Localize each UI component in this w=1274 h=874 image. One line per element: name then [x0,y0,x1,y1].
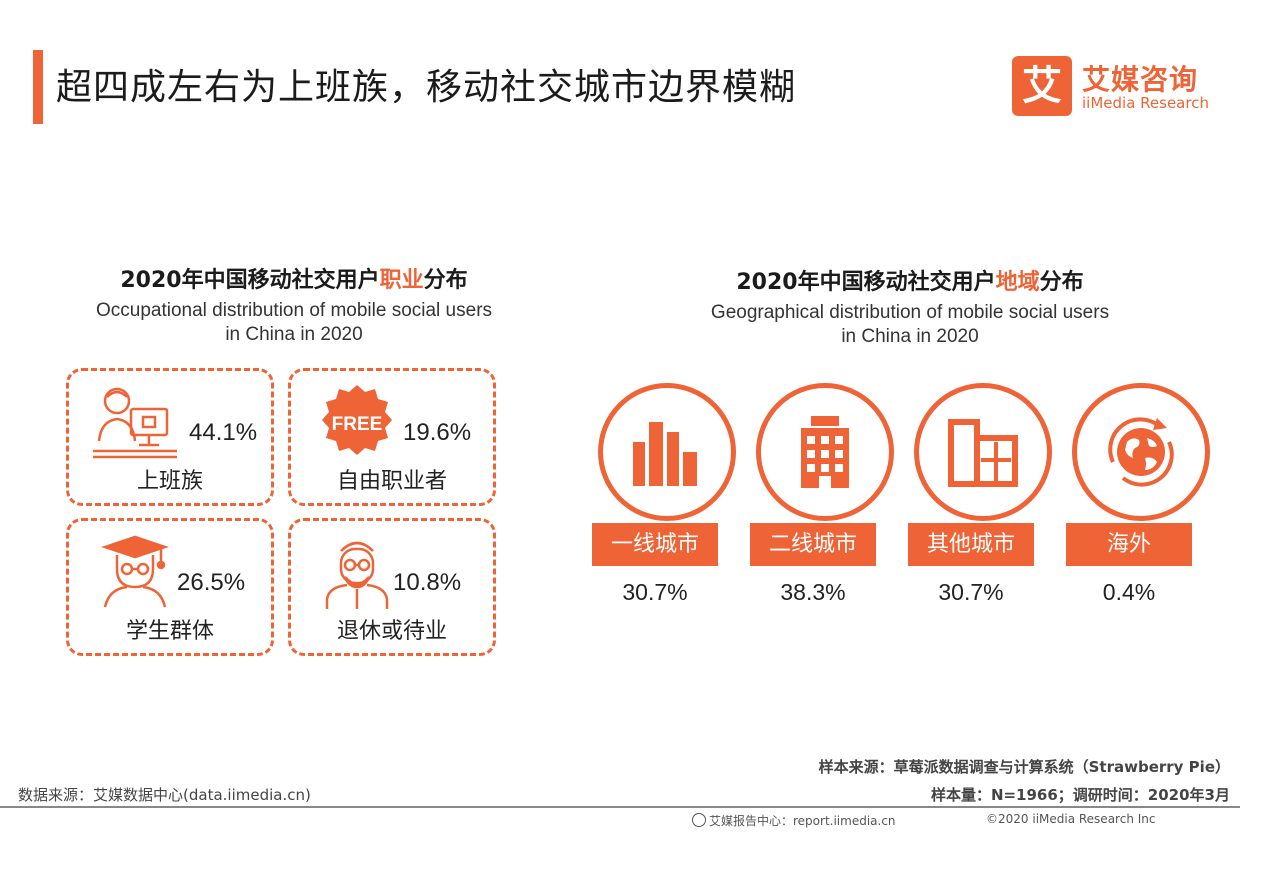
occupation-label: 自由职业者 [336,469,447,494]
geo-tag: 海外 [1066,523,1192,566]
free-badge-text: FREE [332,414,383,435]
occupation-label: 退休或待业 [336,619,447,644]
geo-value: 38.3% [780,579,846,605]
report-center-text: 艾媒报告中心：report.iimedia.cn [709,814,896,828]
logo-chinese-name: 艾媒咨询 [1082,63,1199,96]
geography-subtitle-line1: Geographical distribution of mobile soci… [710,302,1110,323]
logo-english-name: iiMedia Research [1082,94,1209,112]
elderly-person-icon [325,541,389,609]
geography-subtitle-line2: in China in 2020 [841,326,979,347]
geo-icon-circle [914,383,1052,521]
graduate-student-icon [101,535,169,608]
occupation-value: 19.6% [403,419,472,446]
occupation-subtitle-line1: Occupational distribution of mobile soci… [95,300,493,321]
occupation-title-pre: 2020年中国移动社交用户 [120,268,380,293]
geo-icon-circle [598,383,736,521]
occupation-card-students: 26.5% 学生群体 [66,518,274,656]
copyright: ©2020 iiMedia Research Inc [986,812,1156,826]
skyline-icon [633,422,697,486]
geography-section-title: 2020年中国移动社交用户地域分布 [672,264,1148,296]
geo-value: 30.7% [938,579,1004,605]
geo-value: 30.7% [622,579,688,605]
geo-tag: 一线城市 [592,523,718,566]
building-icon [801,416,849,488]
occupation-label: 上班族 [136,469,203,494]
occupation-card-retired: 10.8% 退休或待业 [288,518,496,656]
occupation-value: 10.8% [393,569,462,596]
geo-tag: 其他城市 [908,523,1034,566]
page-title: 超四成左右为上班族，移动社交城市边界模糊 [56,67,797,108]
geo-value: 0.4% [1102,579,1156,605]
occupation-subtitle-line2: in China in 2020 [225,324,363,345]
geography-section-subtitle: Geographical distribution of mobile soci… [660,301,1160,349]
occupation-label: 学生群体 [125,619,214,644]
occupation-card-office-worker: 44.1% 上班族 [66,368,274,506]
occupation-value: 26.5% [177,569,246,596]
low-building-icon [948,419,1018,487]
sample-source: 样本来源：草莓派数据调查与计算系统（Strawberry Pie） [818,758,1230,776]
geo-icon-circle [756,383,894,521]
office-worker-icon [93,387,177,459]
geography-title-pre: 2020年中国移动社交用户 [736,270,996,295]
geo-icon-circle [1072,383,1210,521]
occupation-title-post: 分布 [423,268,468,293]
occupation-card-freelancer: FREE 19.6% 自由职业者 [288,368,496,506]
logo-mark: 艾 [1012,56,1072,116]
occupation-section-subtitle: Occupational distribution of mobile soci… [46,299,542,347]
occupation-title-highlight: 职业 [379,268,424,293]
iimedia-logo: 艾 艾媒咨询 iiMedia Research [1012,56,1232,116]
report-center: 艾媒报告中心：report.iimedia.cn [692,812,896,829]
occupation-section-title: 2020年中国移动社交用户职业分布 [56,262,532,294]
globe-icon [1108,417,1174,487]
geo-tag: 二线城市 [750,523,876,566]
sample-size: 样本量：N=1966；调研时间：2020年3月 [930,786,1230,804]
data-source: 数据来源：艾媒数据中心(data.iimedia.cn) [18,786,311,804]
report-center-icon [692,813,706,827]
footer-divider [0,806,1240,808]
title-accent-bar [33,50,43,124]
free-badge-icon: FREE [322,385,392,455]
occupation-value: 44.1% [189,419,258,446]
geography-title-post: 分布 [1039,270,1084,295]
geography-title-highlight: 地域 [995,270,1040,295]
